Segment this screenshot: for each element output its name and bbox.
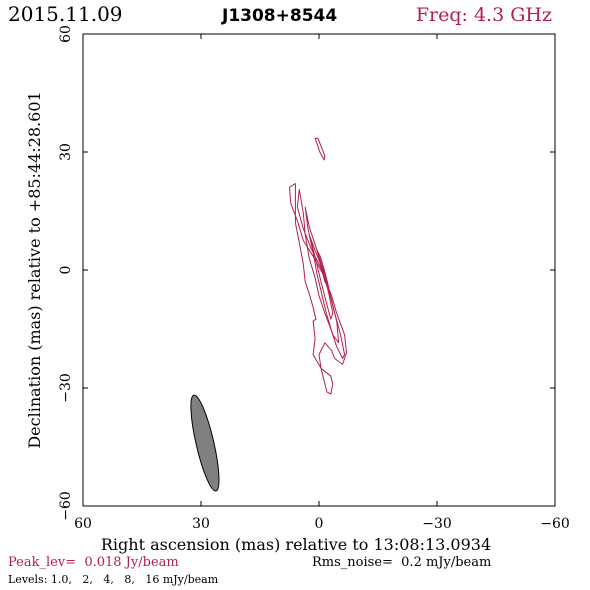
contour-level-2-1 — [296, 188, 346, 359]
axis-ticks — [82, 33, 556, 507]
y-tick-label-3: 30 — [58, 143, 74, 161]
contour-level-1-5 — [314, 137, 326, 161]
x-tick-label-1: 30 — [192, 516, 210, 532]
y-axis-label: Declination (mas) relative to +85:44:28.… — [25, 91, 44, 448]
x-axis-label: Right ascension (mas) relative to 13:08:… — [101, 535, 491, 554]
contour-level-1-0 — [289, 183, 347, 395]
contour-levels: Levels: 1.0, 2, 4, 8, 16 mJy/beam — [8, 573, 219, 586]
y-tick-label-2: 0 — [58, 266, 74, 275]
observation-date: 2015.11.09 — [8, 2, 123, 26]
rms-noise: Rms_noise= 0.2 mJy/beam — [312, 555, 491, 570]
plot-frame — [82, 33, 556, 507]
x-tick-labels: 60 30 0 −30 −60 — [74, 516, 570, 532]
y-tick-label-4: 60 — [58, 25, 74, 43]
contour-lines — [289, 137, 347, 395]
y-tick-label-0: −60 — [58, 491, 74, 521]
frequency-label: Freq: 4.3 GHz — [416, 4, 552, 26]
x-tick-label-4: −60 — [540, 516, 570, 532]
y-tick-label-1: −30 — [58, 373, 74, 403]
x-tick-label-3: −30 — [422, 516, 452, 532]
peak-level: Peak_lev= 0.018 Jy/beam — [8, 555, 179, 570]
restoring-beam — [190, 394, 220, 492]
contour-level-4-2 — [304, 206, 340, 344]
x-tick-label-2: 0 — [315, 516, 324, 532]
x-tick-label-0: 60 — [74, 516, 92, 532]
y-tick-labels: −60 −30 0 30 60 — [58, 25, 74, 521]
contour-level-16-4 — [316, 249, 330, 289]
beam-ellipse — [190, 394, 220, 492]
source-name: J1308+8544 — [221, 6, 337, 26]
